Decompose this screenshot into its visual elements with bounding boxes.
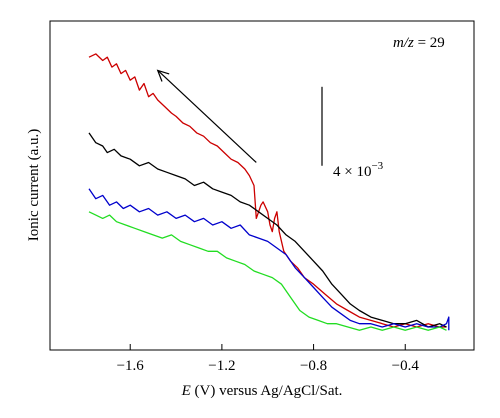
x-tick-label: −0.8	[300, 358, 327, 374]
mz-label-italic: m/z	[393, 35, 414, 51]
series-layer	[88, 53, 450, 331]
series-line-4	[88, 211, 447, 331]
mz-label-rest: = 29	[414, 35, 445, 51]
x-axis-label-italic: E	[181, 383, 191, 399]
x-ticks: −1.6 −1.2 −0.8 −0.4	[117, 344, 420, 374]
x-tick-label: −0.4	[392, 358, 420, 374]
series-line-3	[88, 188, 450, 331]
plot-frame	[49, 20, 475, 351]
scale-bar-label-base: 4 × 10	[333, 164, 371, 180]
mz-annotation: m/z = 29	[393, 35, 445, 51]
series-line-2	[88, 132, 447, 328]
trend-arrow-head	[156, 69, 170, 82]
trend-arrow	[157, 69, 257, 163]
x-axis-label: E (V) versus Ag/AgCl/Sat.	[181, 383, 343, 399]
scale-bar-label: 4 × 10−3	[333, 160, 384, 180]
scale-bar-label-exp: −3	[371, 160, 383, 172]
x-axis-label-rest: (V) versus Ag/AgCl/Sat.	[191, 383, 343, 399]
x-tick-label: −1.6	[117, 358, 145, 374]
x-tick-label: −1.2	[208, 358, 235, 374]
series-line-1	[88, 53, 447, 328]
y-axis-label: Ionic current (a.u.)	[26, 129, 42, 241]
